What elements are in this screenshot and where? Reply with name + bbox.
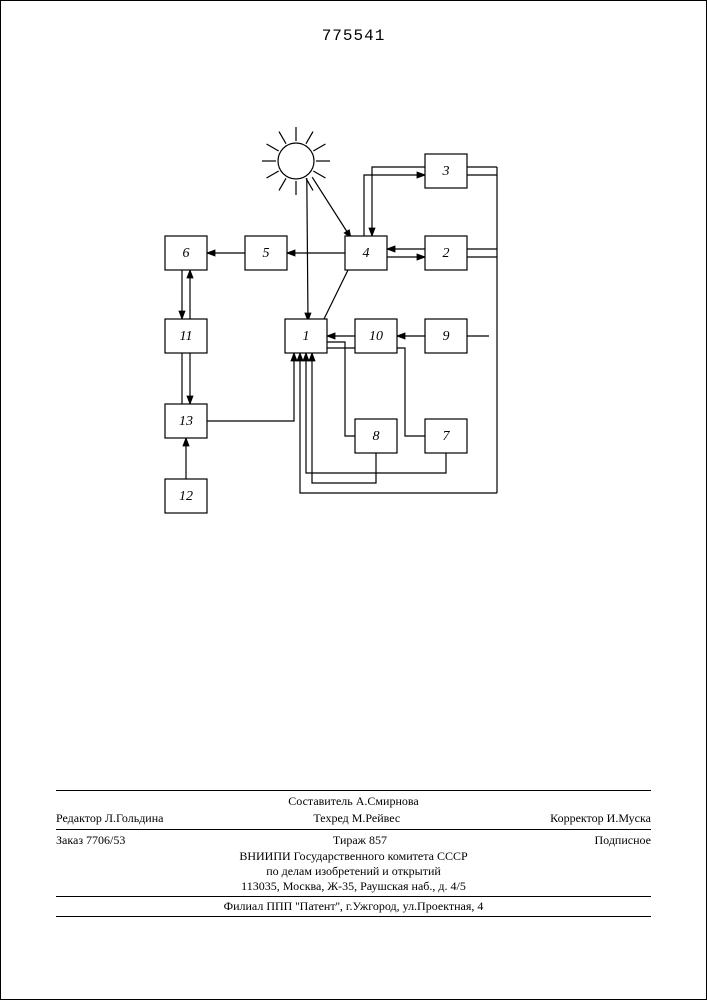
- footer-spacer: [56, 794, 59, 809]
- block-label-3: 3: [442, 164, 450, 179]
- block-label-4: 4: [363, 246, 370, 261]
- block-label-8: 8: [373, 429, 380, 444]
- block-label-9: 9: [443, 329, 450, 344]
- patent-number: 775541: [1, 27, 706, 45]
- connection: [364, 175, 425, 236]
- block-label-5: 5: [263, 246, 270, 261]
- block-label-13: 13: [179, 414, 193, 429]
- connection: [207, 353, 294, 421]
- page-frame: 775541 12345678910111213 Составитель А.С…: [0, 0, 707, 1000]
- block-label-6: 6: [183, 246, 190, 261]
- techred-label: Техред М.Рейвес: [313, 811, 400, 826]
- org-line-1: ВНИИПИ Государственного комитета СССР: [56, 849, 651, 864]
- org-line-2: по делам изобретений и открытий: [56, 864, 651, 879]
- sun-icon: [278, 143, 314, 179]
- connection: [312, 353, 376, 483]
- filial-line: Филиал ППП ''Патент'', г.Ужгород, ул.Про…: [56, 899, 651, 914]
- connection: [323, 268, 349, 321]
- block-label-12: 12: [179, 489, 193, 504]
- connection: [312, 177, 351, 238]
- block-label-1: 1: [303, 329, 310, 344]
- tirazh-label: Тираж 857: [333, 833, 387, 848]
- connection: [327, 342, 355, 436]
- block-diagram: 12345678910111213: [111, 111, 581, 571]
- editor-label: Редактор Л.Гольдина: [56, 811, 163, 826]
- connection: [307, 178, 308, 321]
- footer-spacer: [648, 794, 651, 809]
- connection: [372, 167, 425, 236]
- podpis-label: Подписное: [595, 833, 652, 848]
- corrector-label: Корректор И.Муска: [550, 811, 651, 826]
- block-label-2: 2: [443, 246, 450, 261]
- addr-line: 113035, Москва, Ж-35, Раушская наб., д. …: [56, 879, 651, 894]
- block-label-11: 11: [180, 329, 193, 344]
- compiler-label: Составитель А.Смирнова: [288, 794, 418, 809]
- footer-block: Составитель А.Смирнова Редактор Л.Гольди…: [56, 788, 651, 919]
- block-label-10: 10: [369, 329, 383, 344]
- order-label: Заказ 7706/53: [56, 833, 125, 848]
- block-label-7: 7: [443, 429, 451, 444]
